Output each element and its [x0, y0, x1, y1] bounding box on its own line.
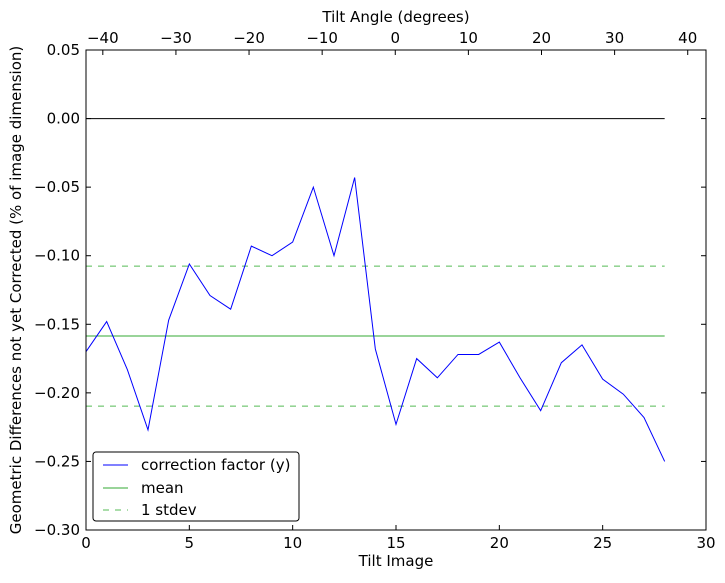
- x-tick-label: 10: [283, 534, 302, 552]
- top-x-tick-label: 10: [459, 29, 478, 47]
- x-tick-label: 0: [81, 534, 91, 552]
- y-tick-label: 0.00: [47, 110, 80, 128]
- x-tick-label: 15: [386, 534, 405, 552]
- x-tick-label: 30: [696, 534, 715, 552]
- y-tick-label: −0.25: [34, 452, 80, 470]
- x-axis-label: Tilt Image: [358, 552, 434, 570]
- y-tick-label: 0.05: [47, 41, 80, 59]
- y-tick-label: −0.15: [34, 315, 80, 333]
- y-tick-label: −0.30: [34, 521, 80, 539]
- y-tick-label: −0.05: [34, 178, 80, 196]
- top-x-tick-label: −30: [160, 29, 192, 47]
- x-tick-label: 20: [490, 534, 509, 552]
- top-x-axis-label: Tilt Angle (degrees): [321, 8, 469, 26]
- x-tick-label: 5: [185, 534, 195, 552]
- top-x-tick-label: −40: [87, 29, 119, 47]
- x-tick-label: 25: [593, 534, 612, 552]
- legend: correction factor (y) mean 1 stdev: [92, 451, 300, 522]
- top-x-tick-label: 40: [678, 29, 697, 47]
- legend-box: [92, 451, 300, 522]
- y-axis-label: Geometric Differences not yet Corrected …: [7, 46, 25, 535]
- top-x-tick-label: 30: [605, 29, 624, 47]
- top-x-tick-label: 20: [532, 29, 551, 47]
- top-x-tick-label: 0: [390, 29, 400, 47]
- y-tick-label: −0.20: [34, 384, 80, 402]
- y-tick-label: −0.10: [34, 247, 80, 265]
- top-x-tick-label: −10: [306, 29, 338, 47]
- legend-label-mean: mean: [141, 479, 184, 497]
- series-line-correction-factor-y-: [85, 177, 666, 462]
- top-x-tick-label: −20: [233, 29, 265, 47]
- legend-label-stdev: 1 stdev: [141, 501, 197, 519]
- legend-label-correction: correction factor (y): [141, 456, 290, 474]
